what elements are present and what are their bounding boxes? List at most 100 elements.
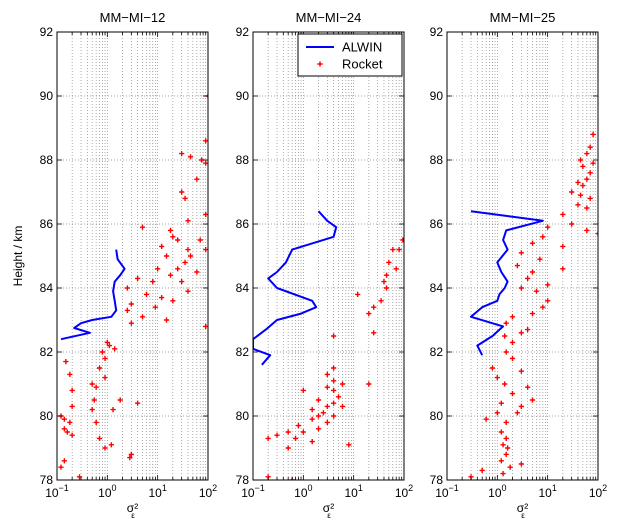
- y-tick-label: 80: [40, 409, 54, 423]
- rocket-point: [584, 151, 590, 157]
- x-tick-label: 100: [294, 483, 312, 500]
- rocket-point: [292, 435, 299, 441]
- rocket-point: [93, 384, 99, 390]
- rocket-point: [185, 247, 191, 253]
- rocket-point: [315, 397, 322, 403]
- legend-box: [297, 33, 403, 77]
- y-tick-label: 80: [430, 409, 444, 423]
- rocket-point: [203, 211, 208, 217]
- rocket-point: [584, 227, 590, 233]
- rocket-point: [76, 474, 83, 480]
- y-tick-label: 78: [40, 473, 54, 487]
- rocket-point: [529, 397, 536, 403]
- panel-title: MM−MI−12: [100, 10, 166, 25]
- rocket-point: [67, 419, 73, 425]
- rocket-point: [320, 410, 326, 416]
- rocket-point: [152, 304, 158, 310]
- rocket-point: [295, 423, 302, 429]
- x-tick-label: 102: [395, 483, 413, 500]
- rocket-point: [89, 407, 95, 413]
- rocket-point: [179, 279, 185, 285]
- rocket-point: [58, 464, 64, 470]
- rocket-point: [498, 429, 504, 435]
- rocket-point: [324, 419, 330, 425]
- rocket-point: [575, 202, 581, 208]
- rocket-point: [185, 218, 191, 224]
- rocket-point: [128, 301, 134, 307]
- rocket-point: [91, 397, 97, 403]
- rocket-point: [560, 266, 566, 272]
- rocket-point: [102, 355, 108, 361]
- rocket-point: [63, 359, 69, 365]
- rocket-point: [366, 381, 372, 387]
- plot-area: [253, 32, 404, 480]
- x-tick-label: 102: [589, 483, 607, 500]
- rocket-point: [371, 304, 377, 310]
- rocket-point: [274, 432, 280, 438]
- rocket-point: [502, 381, 508, 387]
- x-tick-label: 10−1: [435, 483, 459, 500]
- rocket-point: [335, 394, 342, 400]
- rocket-point: [494, 410, 500, 416]
- rocket-point: [300, 387, 306, 393]
- rocket-point: [494, 375, 500, 381]
- rocket-point: [110, 407, 116, 413]
- x-tick-label: 101: [344, 483, 362, 500]
- rocket-point: [525, 384, 531, 390]
- rocket-point: [170, 234, 176, 240]
- y-tick-label: 78: [236, 473, 250, 487]
- rocket-point: [503, 419, 509, 425]
- rocket-point: [533, 288, 540, 294]
- rocket-point: [167, 272, 174, 278]
- rocket-point: [346, 442, 352, 448]
- rocket-point: [69, 432, 75, 438]
- rocket-point: [211, 199, 216, 204]
- y-tick-label: 92: [40, 25, 54, 39]
- rocket-point: [390, 247, 396, 253]
- rocket-point: [309, 407, 315, 413]
- rocket-point: [128, 320, 134, 326]
- x-tick-label: 101: [148, 483, 166, 500]
- rocket-point: [331, 400, 337, 406]
- grid: [57, 32, 208, 480]
- y-tick-label: 86: [236, 217, 250, 231]
- y-axis-label: Height / km: [11, 226, 25, 287]
- rocket-point: [128, 451, 134, 457]
- rocket-point: [331, 333, 337, 339]
- y-tick-label: 82: [236, 345, 250, 359]
- rocket-point: [69, 403, 75, 409]
- y-tick-label: 90: [236, 89, 250, 103]
- rocket-point: [580, 183, 586, 189]
- rocket-point: [518, 330, 524, 336]
- rocket-point: [203, 323, 208, 329]
- rocket-point: [309, 439, 315, 445]
- rocket-point: [498, 400, 504, 406]
- rocket-point: [64, 429, 70, 435]
- rocket-point: [479, 467, 485, 473]
- rocket-point: [590, 160, 596, 166]
- rocket-point: [104, 339, 110, 345]
- rocket-point: [139, 224, 146, 230]
- panel-title: MM−MI−25: [490, 10, 556, 25]
- x-tick-label: 101: [538, 483, 556, 500]
- rocket-point: [483, 416, 489, 422]
- rocket-point: [159, 243, 165, 249]
- rocket-point: [315, 413, 322, 419]
- rocket-point: [143, 291, 150, 297]
- rocket-point: [383, 272, 390, 278]
- rocket-point: [540, 234, 546, 240]
- rocket-point: [502, 333, 508, 339]
- rocket-point: [577, 157, 584, 163]
- x-tick-label: 10−1: [45, 483, 69, 500]
- y-tick-label: 92: [430, 25, 444, 39]
- tick-marks: [446, 31, 598, 481]
- plot-area: [447, 32, 598, 480]
- rocket-point: [135, 275, 141, 281]
- rocket-point: [106, 343, 113, 349]
- rocket-point: [93, 419, 99, 425]
- rocket-point: [331, 413, 337, 419]
- x-axis-label: σ² ε: [323, 501, 334, 520]
- panel-mm-mi-12: 78 80 82 84 86 88 90 92 10−1 100 101 102 MM−MI−12 σ² ε…: [11, 10, 217, 520]
- rocket-point: [339, 403, 346, 409]
